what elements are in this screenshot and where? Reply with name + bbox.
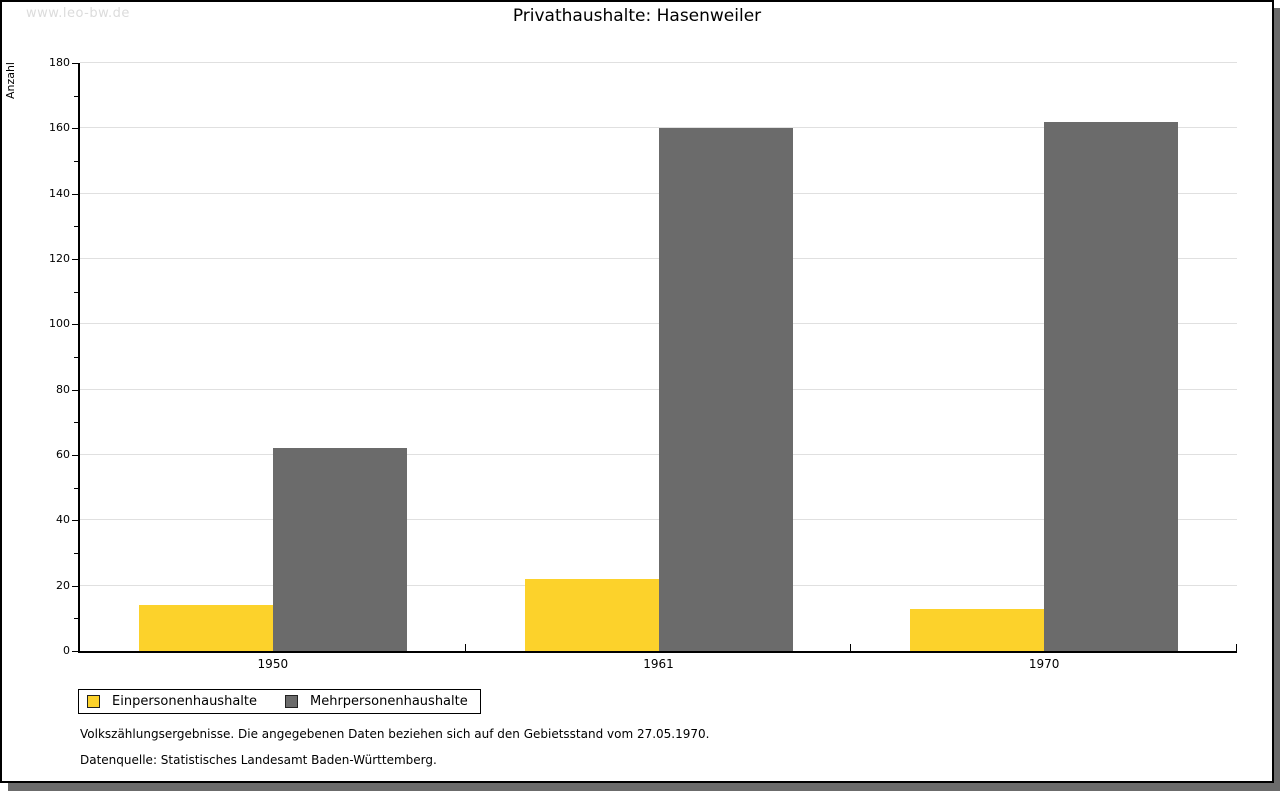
footnote-gebietsstand: Volkszählungsergebnisse. Die angegebenen… (80, 727, 710, 741)
y-tick-label-120: 120 (49, 252, 70, 265)
x-tick-label-1970: 1970 (1028, 657, 1060, 671)
y-tick-major-180 (72, 63, 78, 64)
bar-1970-mehrpersonenhaushalte (1044, 121, 1179, 651)
footnote-datenquelle: Datenquelle: Statistisches Landesamt Bad… (80, 753, 437, 767)
gridline-y-180 (80, 62, 1237, 63)
x-tick-label-1950: 1950 (257, 657, 289, 671)
x-boundary-tick-3 (1236, 644, 1237, 651)
x-boundary-tick-2 (850, 644, 852, 651)
chart-title: Privathaushalte: Hasenweiler (512, 6, 762, 26)
y-tick-minor-110 (74, 291, 78, 293)
y-tick-label-60: 60 (56, 448, 70, 461)
bar-1950-mehrpersonenhaushalte (272, 448, 407, 651)
y-tick-label-40: 40 (56, 513, 70, 527)
legend-swatch-einpersonenhaushalte (87, 695, 100, 708)
legend-item-einpersonenhaushalte: Einpersonenhaushalte (87, 694, 257, 709)
y-tick-minor-150 (74, 161, 78, 162)
y-tick-major-80 (72, 389, 78, 391)
y-tick-minor-70 (74, 422, 78, 424)
y-tick-major-0 (72, 651, 78, 652)
legend-label-mehrpersonenhaushalte: Mehrpersonenhaushalte (310, 694, 468, 709)
y-tick-label-180: 180 (49, 56, 70, 69)
plot-area (78, 62, 1237, 653)
x-tick-label-1961: 1961 (643, 657, 674, 671)
gridline-y-160 (80, 127, 1237, 129)
legend-swatch-mehrpersonenhaushalte (285, 695, 298, 708)
y-tick-label-140: 140 (49, 186, 70, 200)
y-tick-minor-170 (74, 95, 78, 97)
bar-1950-einpersonenhaushalte (138, 605, 273, 651)
y-tick-label-20: 20 (56, 578, 70, 592)
y-tick-major-20 (72, 585, 78, 587)
y-tick-major-60 (72, 455, 78, 456)
y-tick-major-40 (72, 520, 78, 522)
y-tick-major-160 (72, 128, 78, 130)
y-tick-minor-90 (74, 357, 78, 358)
y-tick-major-140 (72, 193, 78, 195)
bar-1961-einpersonenhaushalte (524, 579, 659, 651)
y-tick-label-0: 0 (63, 644, 70, 657)
y-tick-major-100 (72, 324, 78, 326)
y-tick-minor-10 (74, 618, 78, 620)
y-tick-minor-30 (74, 553, 78, 554)
y-tick-major-120 (72, 259, 78, 260)
legend-label-einpersonenhaushalte: Einpersonenhaushalte (112, 694, 257, 709)
bar-1970-einpersonenhaushalte (910, 608, 1045, 651)
bar-1961-mehrpersonenhaushalte (658, 128, 793, 651)
y-tick-minor-50 (74, 487, 78, 489)
y-tick-label-160: 160 (49, 121, 70, 135)
x-boundary-tick-1 (464, 644, 466, 651)
y-axis-label: Anzahl (4, 62, 17, 100)
watermark-text: www.leo-bw.de (26, 6, 130, 21)
legend-item-mehrpersonenhaushalte: Mehrpersonenhaushalte (285, 694, 468, 709)
y-tick-label-80: 80 (56, 382, 70, 396)
y-tick-minor-130 (74, 226, 78, 228)
y-tick-label-100: 100 (49, 317, 70, 331)
legend: Einpersonenhaushalte Mehrpersonenhaushalt… (78, 689, 481, 714)
